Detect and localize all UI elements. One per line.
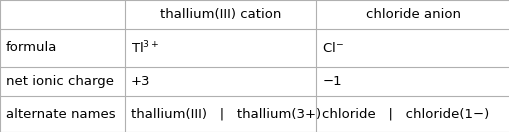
Text: −1: −1 [322, 75, 341, 88]
Text: alternate names: alternate names [6, 108, 116, 121]
Text: Cl$^{-}$: Cl$^{-}$ [322, 41, 344, 55]
Text: formula: formula [6, 41, 58, 54]
Text: thallium(III)   |   thallium(3+): thallium(III) | thallium(3+) [131, 108, 321, 121]
Text: chloride   |   chloride(1−): chloride | chloride(1−) [322, 108, 489, 121]
Text: chloride anion: chloride anion [365, 8, 460, 21]
Text: +3: +3 [131, 75, 150, 88]
Text: thallium(III) cation: thallium(III) cation [160, 8, 280, 21]
Text: net ionic charge: net ionic charge [6, 75, 114, 88]
Text: Tl$^{3+}$: Tl$^{3+}$ [131, 40, 159, 56]
